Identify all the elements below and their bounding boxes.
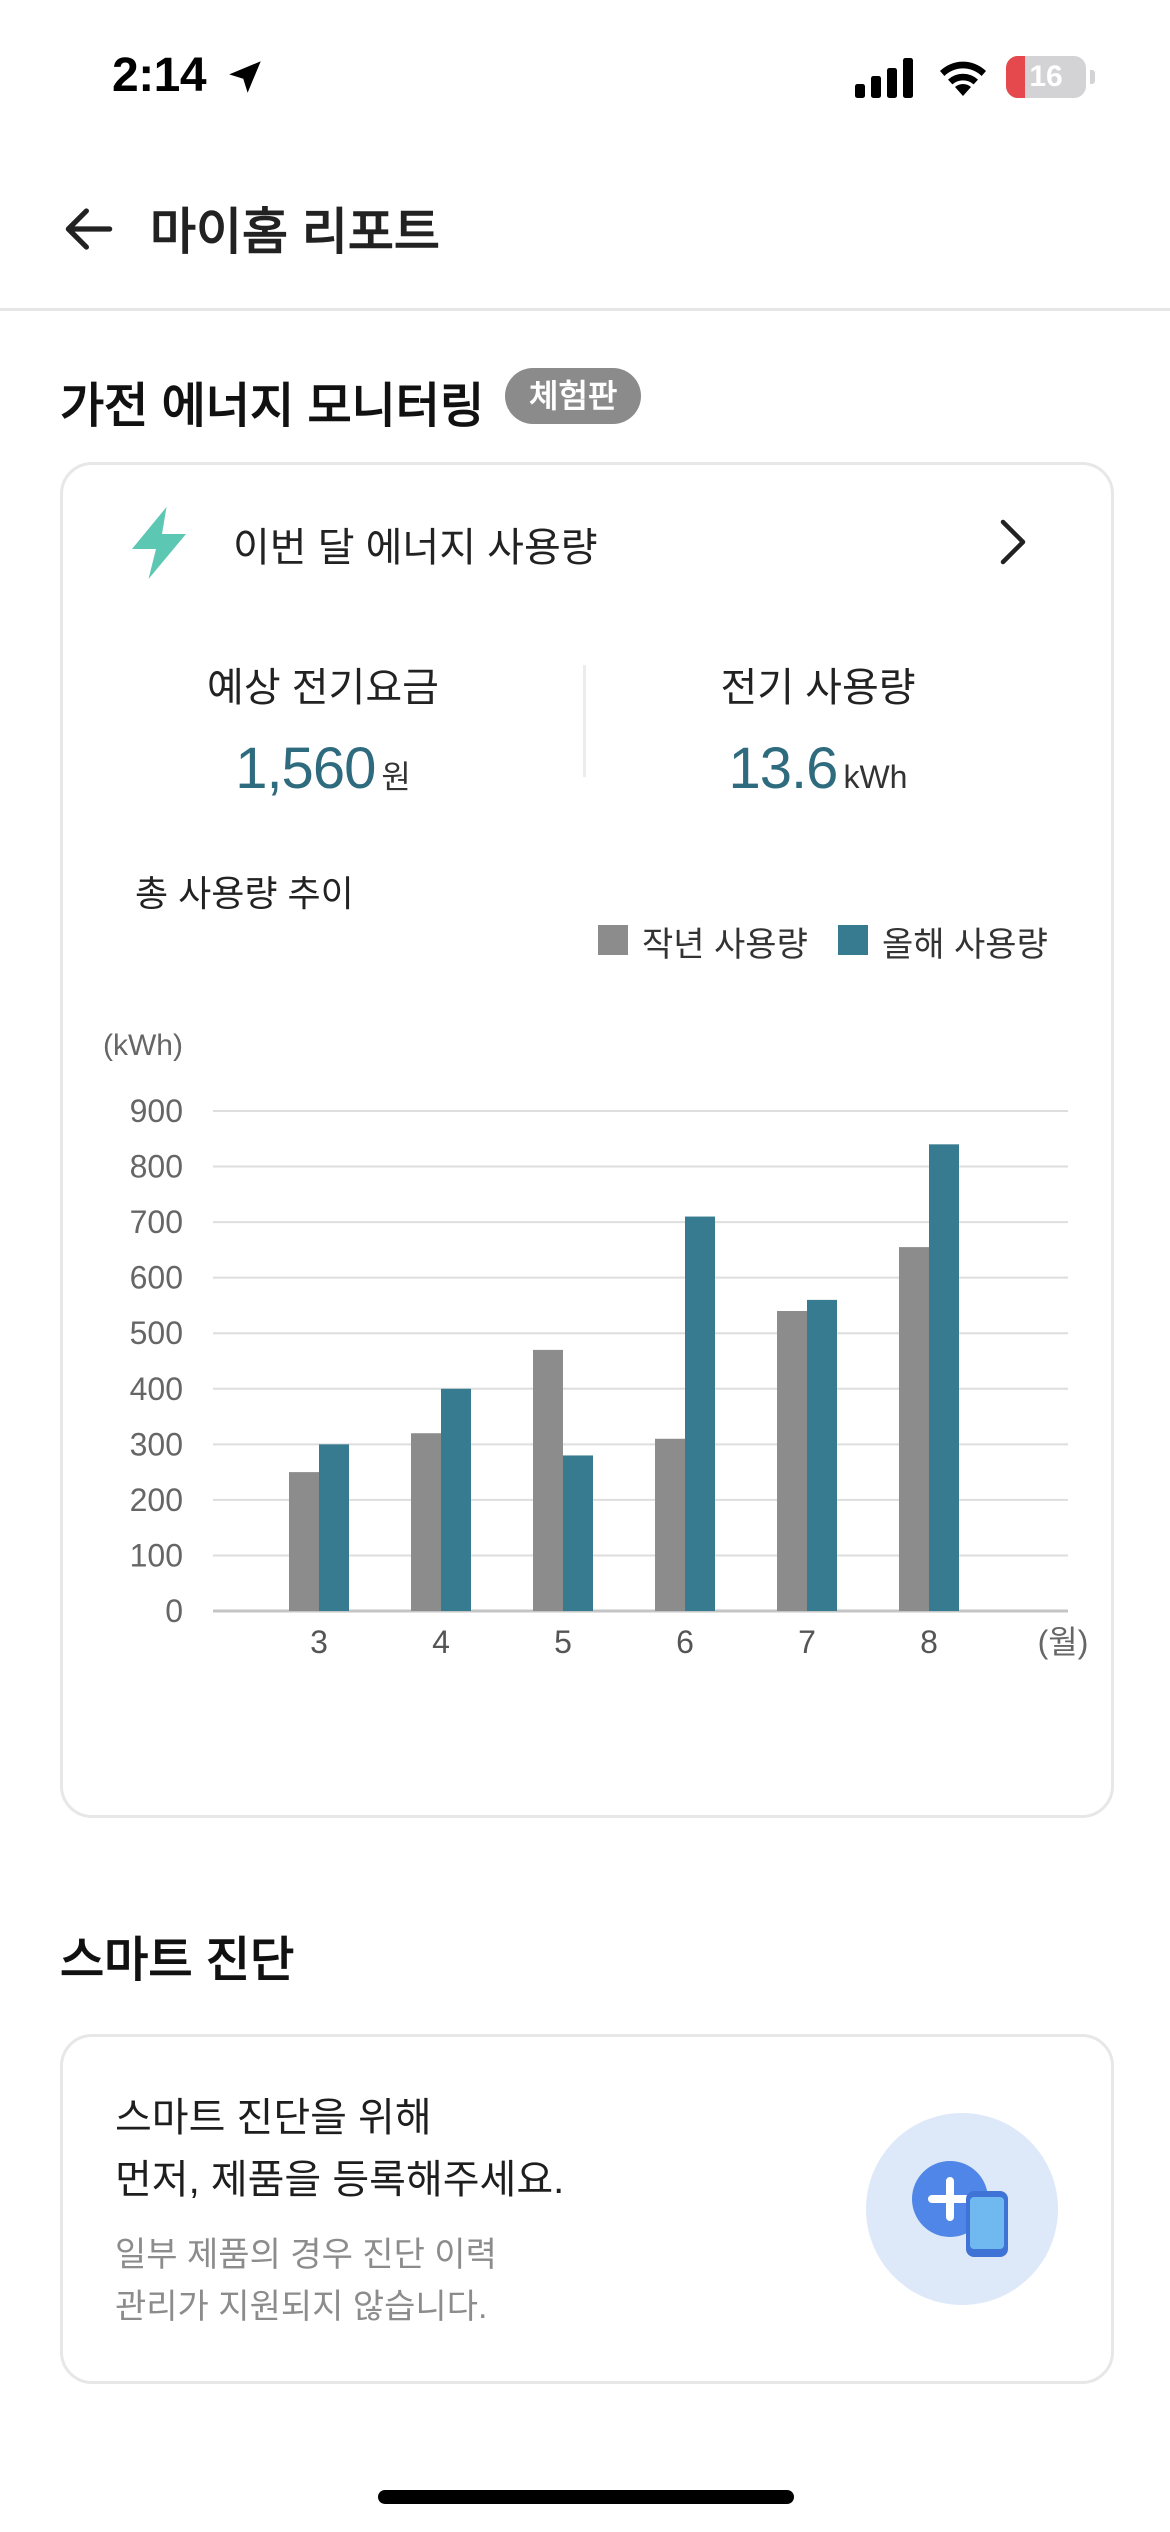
expected-bill-value-row: 1,560 원: [113, 735, 533, 802]
bar-last-year-5: [533, 1349, 563, 1611]
power-usage-label: 전기 사용량: [720, 666, 916, 710]
add-device-icon: [912, 2161, 1008, 2257]
smart-diagnosis-note1: 일부 제품의 경우 진단 이력: [115, 2236, 497, 2274]
battery-tip: [1090, 70, 1095, 84]
home-indicator: [378, 2490, 794, 2504]
bar-last-year-4: [411, 1433, 441, 1611]
status-bar: 2:14 16: [0, 0, 1170, 150]
y-tick-label: 600: [130, 1260, 183, 1296]
y-tick-label: 900: [130, 1093, 183, 1129]
chart-x-tick-labels: 3 4 5 6 7 8: [310, 1624, 938, 1660]
chart-legend: 작년 사용량 올해 사용량: [598, 917, 1078, 964]
back-arrow-icon[interactable]: [58, 198, 120, 260]
location-arrow-icon: [229, 61, 261, 93]
x-axis-unit-label: (월): [1038, 1624, 1089, 1660]
energy-section-title: 가전 에너지 모니터링: [60, 380, 485, 433]
legend-label-this-year: 올해 사용량: [882, 926, 1048, 964]
power-usage-metric: 전기 사용량 13.6 kWh: [608, 655, 1028, 802]
energy-usage-card: 이번 달 에너지 사용량 예상 전기요금 1,560 원 전기 사용량 13.6 k…: [60, 462, 1114, 1818]
x-tick-label: 7: [798, 1624, 816, 1660]
y-axis-unit-label: (kWh): [103, 1029, 183, 1062]
energy-card-title[interactable]: 이번 달 에너지 사용량: [233, 526, 598, 570]
bar-last-year-3: [289, 1472, 319, 1611]
smart-diagnosis-line2: 먼저, 제품을 등록해주세요.: [115, 2158, 565, 2202]
add-device-button[interactable]: [866, 2113, 1058, 2305]
chevron-right-icon[interactable]: [993, 517, 1033, 567]
x-tick-label: 5: [554, 1624, 572, 1660]
usage-trend-title: 총 사용량 추이: [135, 873, 354, 914]
smart-diagnosis-note2: 관리가 지원되지 않습니다.: [115, 2288, 488, 2326]
battery-level: 16: [1029, 60, 1063, 93]
y-tick-label: 0: [165, 1593, 183, 1629]
battery-fill: [1006, 56, 1025, 98]
metric-divider: [583, 665, 586, 777]
legend-label-last-year: 작년 사용량: [642, 926, 808, 964]
trial-badge: 체험판: [505, 368, 642, 424]
y-tick-label: 300: [130, 1426, 183, 1462]
bar-this-year-4: [441, 1388, 471, 1611]
chart-bars: [289, 1144, 959, 1611]
x-tick-label: 6: [676, 1624, 694, 1660]
lightning-bolt-icon: [132, 507, 186, 579]
bar-this-year-7: [807, 1299, 837, 1611]
status-time: 2:14: [112, 49, 207, 102]
legend-swatch-this-year: [838, 925, 868, 955]
smart-diagnosis-card[interactable]: 스마트 진단을 위해 먼저, 제품을 등록해주세요. 일부 제품의 경우 진단 …: [60, 2034, 1114, 2384]
y-tick-label: 200: [130, 1482, 183, 1518]
x-tick-label: 4: [432, 1624, 450, 1660]
expected-bill-label: 예상 전기요금: [207, 666, 439, 710]
y-tick-label: 400: [130, 1371, 183, 1407]
cellular-signal-icon: [855, 58, 913, 98]
legend-swatch-last-year: [598, 925, 628, 955]
page-title: 마이홈 리포트: [150, 204, 440, 260]
power-usage-value: 13.6: [728, 736, 839, 801]
bar-last-year-7: [777, 1311, 807, 1611]
bar-this-year-5: [563, 1455, 593, 1611]
wifi-icon: [940, 61, 986, 96]
smart-diagnosis-title: 스마트 진단: [60, 1934, 295, 1987]
usage-bar-chart: 0 100 200 300 400 500 600 700 800 900 3 4 5 6 7 8 (kWh…: [103, 1029, 1089, 1660]
x-tick-label: 3: [310, 1624, 328, 1660]
x-tick-label: 8: [920, 1624, 938, 1660]
y-tick-label: 500: [130, 1315, 183, 1351]
power-usage-unit: kWh: [843, 759, 908, 795]
smart-diagnosis-line1: 스마트 진단을 위해: [115, 2096, 432, 2140]
power-usage-value-row: 13.6 kWh: [608, 735, 1028, 802]
bar-last-year-6: [655, 1438, 685, 1611]
battery-body: 16: [1006, 56, 1086, 98]
bar-this-year-6: [685, 1216, 715, 1611]
bar-this-year-3: [319, 1444, 349, 1611]
expected-bill-value: 1,560: [235, 736, 376, 801]
bar-this-year-8: [929, 1144, 959, 1611]
expected-bill-unit: 원: [381, 759, 411, 795]
app-header: 마이홈 리포트: [0, 150, 1170, 311]
y-tick-label: 700: [130, 1204, 183, 1240]
y-tick-label: 800: [130, 1149, 183, 1185]
expected-bill-metric: 예상 전기요금 1,560 원: [113, 655, 533, 802]
y-tick-label: 100: [130, 1537, 183, 1573]
battery-indicator: 16: [1006, 56, 1095, 98]
bar-last-year-8: [899, 1247, 929, 1611]
